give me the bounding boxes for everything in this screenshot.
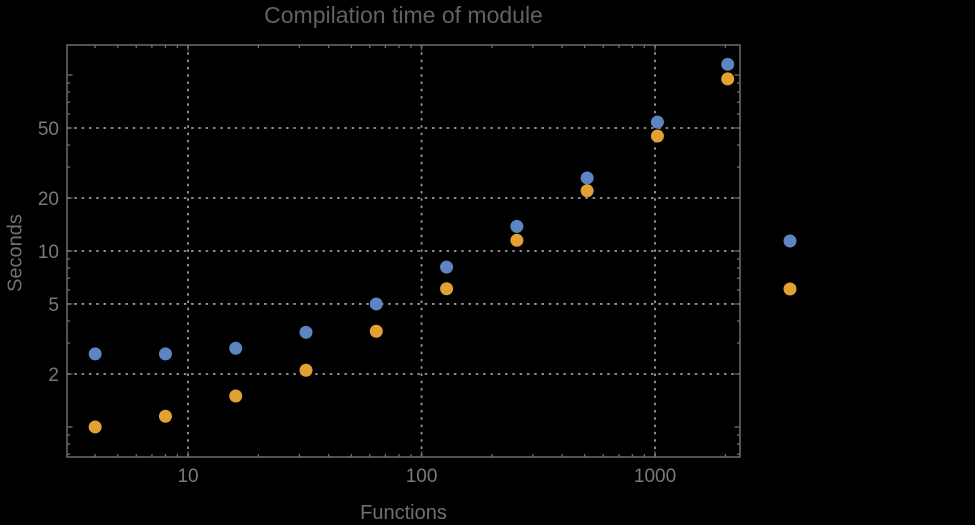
y-tick-label: 5	[48, 295, 59, 316]
data-point-series-2-orange	[440, 282, 454, 296]
x-tick-label: 10	[177, 466, 198, 487]
data-point-series-1-blue	[650, 115, 664, 129]
data-point-series-1-blue	[158, 347, 172, 361]
plot-title: Compilation time of module	[264, 2, 543, 28]
y-tick-label: 10	[38, 242, 59, 263]
data-point-series-1-blue	[440, 260, 454, 274]
data-point-series-1-blue	[299, 325, 313, 339]
x-tick-label: 1000	[634, 466, 676, 487]
data-point-series-1-blue	[580, 171, 594, 185]
data-point-series-1-blue	[510, 219, 524, 233]
data-point-series-2-orange	[721, 72, 735, 86]
x-tick-label: 100	[406, 466, 438, 487]
data-point-series-1-blue	[369, 297, 383, 311]
data-point-series-2-orange	[158, 409, 172, 423]
data-point-series-1-blue	[229, 341, 243, 355]
y-tick-label: 50	[38, 119, 59, 140]
data-point-series-1-blue	[721, 57, 735, 71]
legend-marker-series-1-blue	[783, 234, 797, 248]
x-axis-label: Functions	[360, 502, 447, 524]
y-tick-label: 2	[48, 365, 59, 386]
data-point-series-2-orange	[88, 420, 102, 434]
data-point-series-2-orange	[580, 184, 594, 198]
data-point-series-1-blue	[88, 347, 102, 361]
data-point-series-2-orange	[369, 324, 383, 338]
data-point-series-2-orange	[650, 129, 664, 143]
y-tick-label: 20	[38, 189, 59, 210]
data-point-series-2-orange	[299, 363, 313, 377]
data-point-series-2-orange	[229, 389, 243, 403]
legend-marker-series-2-orange	[783, 282, 797, 296]
data-point-series-2-orange	[510, 233, 524, 247]
